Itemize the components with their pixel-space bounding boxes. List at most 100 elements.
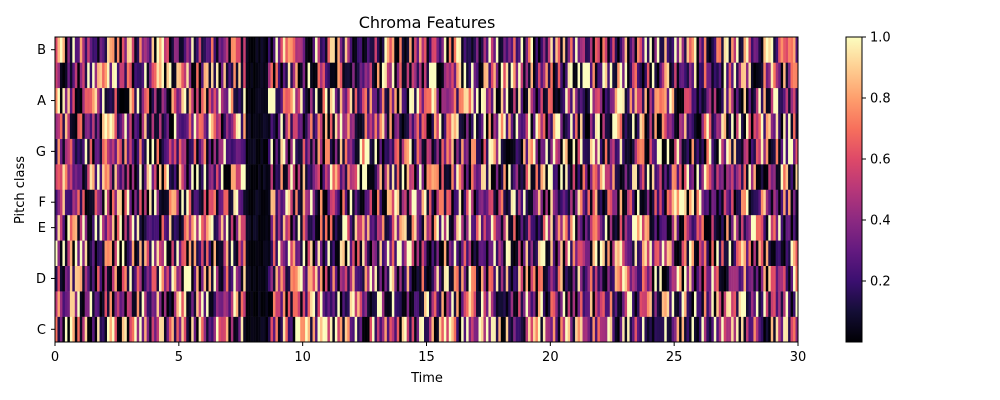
heatmap-cell xyxy=(448,37,452,63)
heatmap-cell xyxy=(372,62,375,89)
heatmap-cell xyxy=(525,291,529,317)
heatmap-cell xyxy=(258,113,261,139)
heatmap-cell xyxy=(134,37,137,63)
heatmap-cell xyxy=(515,214,519,241)
heatmap-cell xyxy=(315,37,318,63)
heatmap-cell xyxy=(676,265,680,292)
heatmap-cell xyxy=(570,316,573,343)
heatmap-cell xyxy=(577,265,581,292)
heatmap-cell xyxy=(131,138,135,165)
heatmap-cell xyxy=(698,37,702,63)
heatmap-cell xyxy=(409,164,412,190)
heatmap-cell xyxy=(443,138,447,165)
heatmap-cell xyxy=(679,265,682,292)
heatmap-cell xyxy=(607,265,611,292)
heatmap-cell xyxy=(505,37,509,63)
heatmap-cell xyxy=(302,189,306,216)
heatmap-cell xyxy=(760,37,764,63)
heatmap-cell xyxy=(510,113,514,139)
heatmap-cell xyxy=(342,138,346,165)
heatmap-cell xyxy=(282,138,286,165)
heatmap-cell xyxy=(637,62,640,89)
heatmap-cell xyxy=(718,316,722,343)
heatmap-cell xyxy=(589,62,593,89)
heatmap-cell xyxy=(414,138,417,165)
heatmap-cell xyxy=(384,138,388,165)
heatmap-cell xyxy=(59,87,63,114)
heatmap-cell xyxy=(339,291,343,317)
heatmap-cell xyxy=(547,113,551,139)
heatmap-cell xyxy=(713,164,717,190)
heatmap-cell xyxy=(552,164,556,190)
heatmap-cell xyxy=(733,316,737,343)
heatmap-cell xyxy=(726,62,729,89)
heatmap-cell xyxy=(352,37,355,63)
heatmap-cell xyxy=(292,164,296,190)
heatmap-cell xyxy=(461,113,464,139)
heatmap-cell xyxy=(575,316,578,343)
heatmap-cell xyxy=(592,138,596,165)
heatmap-cell xyxy=(349,37,353,63)
heatmap-cell xyxy=(391,37,395,63)
heatmap-cell xyxy=(768,214,772,241)
heatmap-cell xyxy=(485,138,489,165)
heatmap-cell xyxy=(790,189,794,216)
heatmap-cell xyxy=(218,214,222,241)
heatmap-cell xyxy=(604,87,608,114)
heatmap-cell xyxy=(713,214,717,241)
heatmap-cell xyxy=(666,240,670,266)
heatmap-cell xyxy=(191,214,194,241)
heatmap-cell xyxy=(453,316,457,343)
heatmap-cell xyxy=(235,265,239,292)
heatmap-cell xyxy=(94,240,98,266)
heatmap-cell xyxy=(196,214,199,241)
heatmap-cell xyxy=(461,265,464,292)
heatmap-cell xyxy=(144,62,147,89)
heatmap-cell xyxy=(424,62,427,89)
heatmap-cell xyxy=(79,240,83,266)
heatmap-cell xyxy=(213,265,217,292)
heatmap-cell xyxy=(379,87,383,114)
heatmap-cell xyxy=(97,189,100,216)
heatmap-cell xyxy=(458,291,462,317)
heatmap-cell xyxy=(582,214,586,241)
heatmap-cell xyxy=(758,291,762,317)
heatmap-cell xyxy=(552,62,556,89)
heatmap-cell xyxy=(609,113,613,139)
heatmap-cell xyxy=(149,87,152,114)
heatmap-cell xyxy=(433,240,437,266)
heatmap-cell xyxy=(421,37,425,63)
heatmap-cell xyxy=(525,265,529,292)
heatmap-cell xyxy=(701,37,705,63)
heatmap-cell xyxy=(104,87,108,114)
heatmap-cell xyxy=(206,138,209,165)
heatmap-cell xyxy=(691,138,695,165)
heatmap-cell xyxy=(664,240,667,266)
heatmap-cell xyxy=(178,113,182,139)
heatmap-cell xyxy=(580,214,583,241)
heatmap-cell xyxy=(211,62,214,89)
heatmap-cell xyxy=(208,214,212,241)
heatmap-cell xyxy=(661,138,665,165)
heatmap-cell xyxy=(260,62,264,89)
heatmap-cell xyxy=(513,189,516,216)
heatmap-cell xyxy=(337,265,341,292)
heatmap-cell xyxy=(168,240,172,266)
heatmap-cell xyxy=(329,37,333,63)
heatmap-cell xyxy=(718,113,722,139)
heatmap-cell xyxy=(778,62,781,89)
heatmap-cell xyxy=(211,265,214,292)
heatmap-cell xyxy=(267,113,271,139)
heatmap-cell xyxy=(144,37,147,63)
heatmap-cell xyxy=(109,214,113,241)
heatmap-cell xyxy=(79,214,83,241)
heatmap-cell xyxy=(676,291,680,317)
heatmap-cell xyxy=(191,87,194,114)
heatmap-cell xyxy=(726,189,729,216)
heatmap-cell xyxy=(151,87,155,114)
heatmap-cell xyxy=(307,265,311,292)
heatmap-cell xyxy=(391,138,395,165)
heatmap-cell xyxy=(741,265,744,292)
heatmap-cell xyxy=(255,113,259,139)
heatmap-cell xyxy=(159,265,162,292)
